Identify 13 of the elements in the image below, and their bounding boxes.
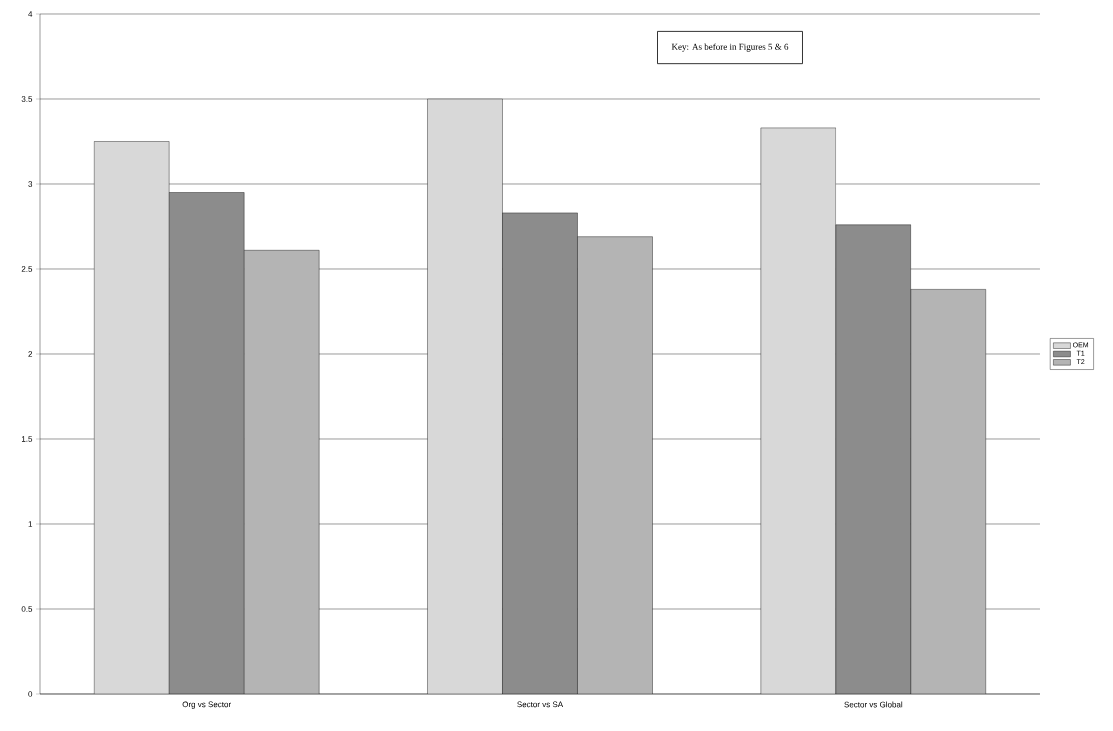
x-tick-label: Sector vs Global: [844, 701, 903, 708]
y-tick-label: 4: [28, 11, 33, 17]
annotation: Key: As before in Figures 5 & 6: [671, 43, 789, 52]
y-tick-label: 3.5: [21, 96, 33, 102]
y-tick-label: 0.5: [21, 606, 33, 612]
y-tick-label: 3: [28, 181, 33, 187]
y-tick-label: 1: [28, 521, 33, 527]
y-tick-label: 0: [28, 691, 33, 697]
y-tick-label: 1.5: [21, 436, 33, 442]
y-tick-label: 2.5: [21, 266, 33, 272]
x-tick-label: Org vs Sector: [182, 701, 231, 709]
x-tick-label: Sector vs SA: [517, 701, 564, 708]
y-tick-label: 2: [28, 351, 33, 357]
